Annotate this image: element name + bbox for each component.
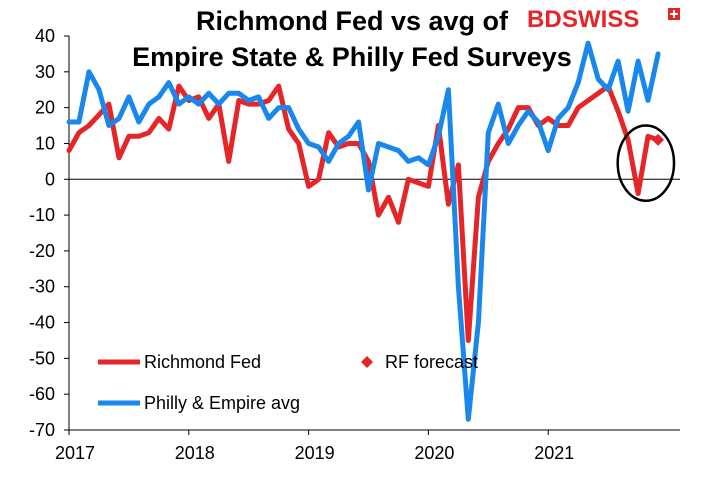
logo-text-swiss: SWISS	[562, 6, 639, 33]
brand-logo: BD SWISS	[527, 6, 680, 33]
series-line-philly-empire-avg	[66, 40, 661, 422]
x-tick-label: 2021	[534, 443, 574, 463]
y-tick-label: -10	[29, 205, 55, 225]
y-tick-label: 0	[45, 169, 55, 189]
y-tick-group: 40 30 20 10 0 -10 -20 -30 -40 -50 -60 -70	[29, 26, 69, 440]
legend-label-philly-empire-avg: Philly & Empire avg	[144, 393, 300, 413]
y-tick-label: -60	[29, 384, 55, 404]
legend-label-richmond-fed: Richmond Fed	[144, 352, 261, 372]
swiss-cross-icon	[668, 8, 680, 20]
y-tick-label: 40	[35, 26, 55, 46]
y-tick-label: -30	[29, 277, 55, 297]
series-markers-rf-forecast	[652, 133, 665, 146]
chart-title-line-1: Richmond Fed vs avg of	[196, 6, 509, 36]
legend: Richmond Fed RF forecast Philly & Empire…	[98, 352, 478, 413]
y-tick-label: 30	[35, 62, 55, 82]
y-tick-label: -70	[29, 420, 55, 440]
y-tick-label: 10	[35, 133, 55, 153]
legend-label-rf-forecast: RF forecast	[385, 352, 478, 372]
forecast-highlight-ellipse	[616, 124, 676, 203]
x-tick-group: 2017 2018 2019 2020 2021	[55, 430, 574, 463]
y-tick-label: -50	[29, 348, 55, 368]
legend-swatch-rf-forecast	[361, 356, 373, 368]
x-tick-label: 2017	[55, 443, 95, 463]
y-tick-label: -20	[29, 241, 55, 261]
chart-title-line-2: Empire State & Philly Fed Surveys	[132, 42, 572, 72]
x-tick-label: 2020	[414, 443, 454, 463]
logo-text-bd: BD	[527, 6, 562, 33]
y-tick-label: 20	[35, 98, 55, 118]
y-tick-label: -40	[29, 313, 55, 333]
forecast-marker	[652, 133, 665, 146]
x-tick-label: 2018	[175, 443, 215, 463]
x-tick-label: 2019	[295, 443, 335, 463]
